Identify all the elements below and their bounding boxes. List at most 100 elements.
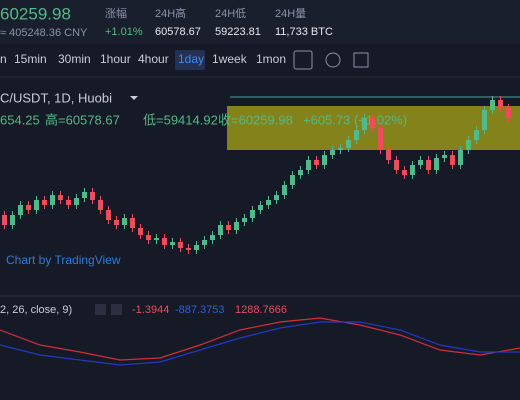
candle	[170, 242, 175, 245]
candle	[394, 160, 399, 170]
candle	[114, 220, 119, 225]
interval-active-bg	[175, 50, 205, 70]
candle	[34, 200, 39, 210]
legend-low: 低=59414.92	[143, 112, 218, 127]
candle	[178, 242, 183, 248]
candle	[66, 200, 71, 205]
candle	[2, 215, 7, 225]
candle	[242, 218, 247, 222]
candle	[138, 228, 143, 235]
candle	[146, 235, 151, 240]
candle	[122, 218, 127, 225]
macd-value: -1.3944	[132, 304, 169, 316]
candle	[466, 140, 471, 150]
candle	[434, 158, 439, 170]
symbol: C/USDT, 1D, Huobi	[0, 90, 112, 105]
macd-value: -887.3753	[175, 304, 225, 316]
candle	[82, 192, 87, 198]
candle	[410, 165, 415, 175]
candle	[450, 155, 455, 165]
icon[interactable]	[325, 52, 341, 68]
candle	[234, 222, 239, 230]
candle	[338, 148, 343, 150]
stat-label: 涨幅	[105, 7, 127, 20]
candle	[98, 200, 103, 210]
candle	[266, 200, 271, 205]
toolbar-icons	[293, 50, 369, 70]
candle	[354, 130, 359, 140]
candle	[290, 175, 295, 185]
candle	[162, 238, 167, 245]
macd-line	[0, 321, 520, 366]
candle	[226, 225, 231, 230]
candle	[298, 170, 303, 175]
candle	[418, 160, 423, 165]
stat-value: 60578.67	[155, 26, 201, 38]
legend-change: +605.73 (+1.02%)	[303, 112, 407, 127]
cny-price: ≈ 405248.36 CNY	[0, 27, 88, 39]
icon[interactable]	[111, 304, 122, 315]
legend-open: 654.25	[0, 112, 40, 127]
candle	[362, 118, 367, 130]
icon[interactable]	[293, 50, 313, 70]
macd-value: 1288.7666	[235, 304, 287, 316]
candle	[90, 192, 95, 200]
candle	[50, 195, 55, 205]
candle	[210, 235, 215, 240]
icon[interactable]	[95, 304, 106, 315]
candle	[402, 170, 407, 175]
candle	[322, 155, 327, 165]
candle	[474, 130, 479, 140]
candle	[482, 110, 487, 130]
icon[interactable]	[353, 52, 369, 68]
candle	[282, 185, 287, 195]
candle	[506, 108, 511, 119]
candle	[58, 195, 63, 200]
stat-label: 24H低	[215, 7, 246, 20]
interval-button[interactable]: n	[0, 52, 7, 66]
candle	[26, 205, 31, 210]
candle	[10, 215, 15, 225]
toolbar	[0, 44, 520, 77]
candle	[314, 160, 319, 165]
candle	[458, 150, 463, 165]
dropdown[interactable]	[130, 96, 138, 100]
candle	[42, 200, 47, 205]
candle	[330, 150, 335, 155]
candle	[306, 160, 311, 170]
candles	[2, 96, 511, 254]
candle	[250, 210, 255, 218]
candle	[186, 248, 191, 250]
interval-button[interactable]: 15min	[14, 52, 47, 66]
stat-value: 59223.81	[215, 26, 261, 38]
candle	[498, 100, 503, 108]
candle	[194, 245, 199, 250]
interval-button[interactable]: 1week	[212, 52, 248, 66]
candle	[426, 160, 431, 170]
candle	[346, 140, 351, 148]
stat-value: +1.01%	[105, 26, 143, 38]
candle	[18, 205, 23, 215]
interval-button[interactable]: 4hour	[138, 52, 169, 66]
interval-button[interactable]: 1hour	[100, 52, 131, 66]
interval-button[interactable]: 1day	[178, 52, 204, 66]
candle	[74, 198, 79, 205]
legend-close: 收=60259.98	[218, 112, 293, 127]
candle	[258, 205, 263, 210]
stat-value: 11,733 BTC	[275, 26, 333, 38]
last-price: 60259.98	[0, 4, 71, 23]
interval-button[interactable]: 1mon	[256, 52, 286, 66]
candle	[442, 155, 447, 158]
watermark: Chart by TradingView	[6, 253, 121, 267]
interval-button[interactable]: 30min	[58, 52, 91, 66]
candle	[154, 238, 159, 240]
candle	[490, 100, 495, 110]
header-bg	[0, 0, 520, 44]
macd-line	[0, 317, 520, 361]
candle	[106, 210, 111, 220]
candle	[130, 218, 135, 228]
stat-label: 24H高	[155, 6, 186, 20]
candle	[378, 128, 383, 150]
